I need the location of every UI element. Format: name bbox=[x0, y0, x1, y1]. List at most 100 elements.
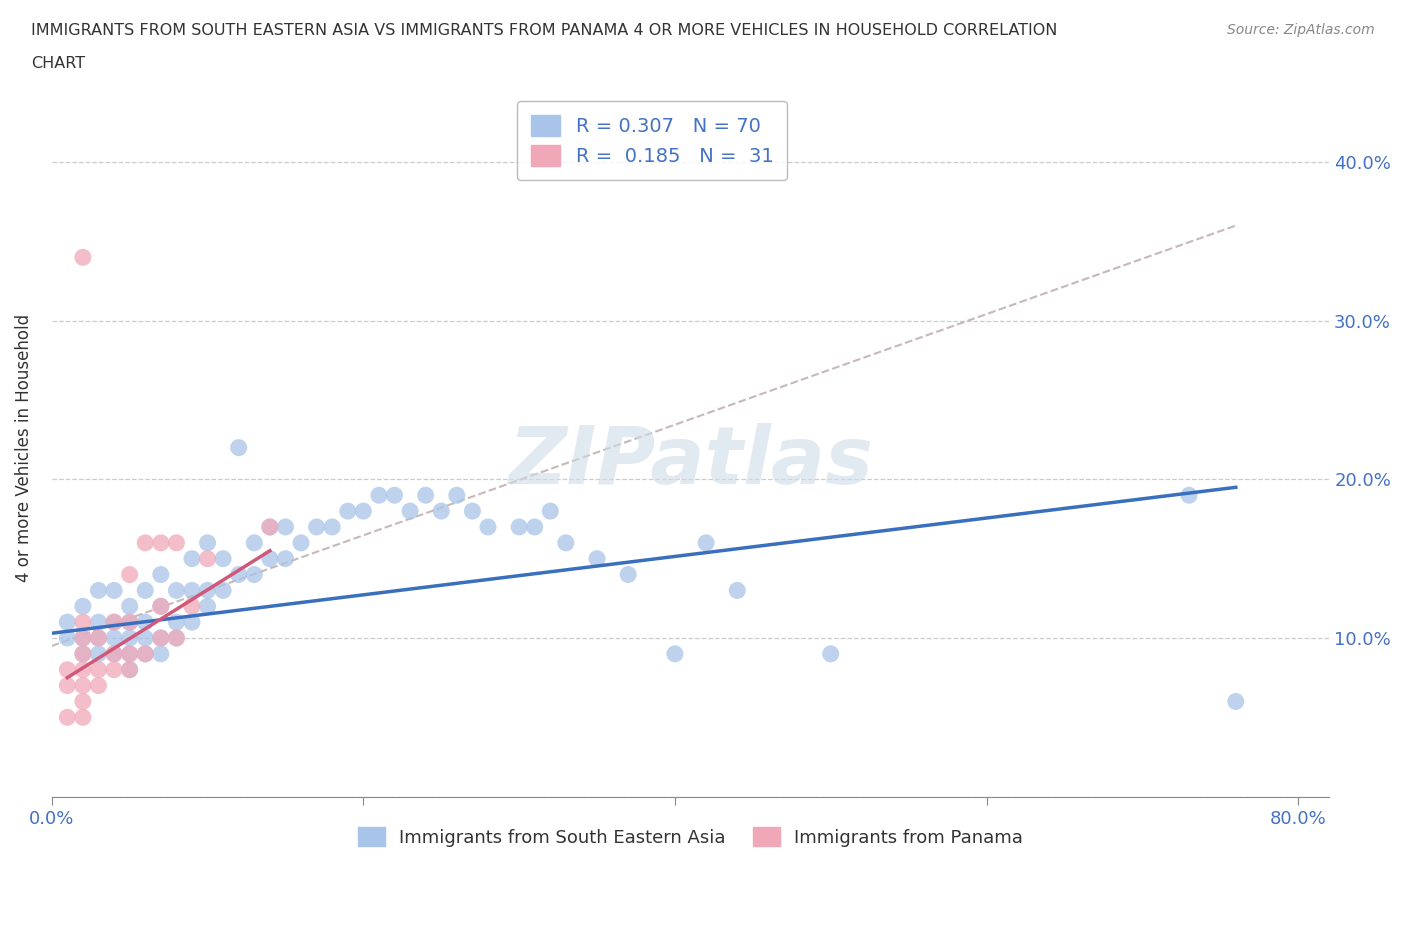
Point bbox=[118, 646, 141, 661]
Point bbox=[259, 520, 281, 535]
Point bbox=[243, 536, 266, 551]
Text: IMMIGRANTS FROM SOUTH EASTERN ASIA VS IMMIGRANTS FROM PANAMA 4 OR MORE VEHICLES : IMMIGRANTS FROM SOUTH EASTERN ASIA VS IM… bbox=[31, 23, 1057, 38]
Point bbox=[415, 488, 437, 503]
Point bbox=[149, 646, 172, 661]
Point bbox=[149, 631, 172, 645]
Point bbox=[149, 631, 172, 645]
Point bbox=[336, 504, 359, 519]
Point bbox=[274, 551, 297, 566]
Point bbox=[181, 551, 204, 566]
Point bbox=[368, 488, 391, 503]
Point bbox=[1178, 488, 1201, 503]
Point bbox=[72, 710, 94, 724]
Point bbox=[118, 599, 141, 614]
Point bbox=[87, 678, 110, 693]
Point bbox=[87, 662, 110, 677]
Point bbox=[118, 631, 141, 645]
Point bbox=[243, 567, 266, 582]
Point bbox=[430, 504, 453, 519]
Point bbox=[165, 631, 187, 645]
Point bbox=[72, 694, 94, 709]
Point bbox=[56, 662, 79, 677]
Point bbox=[118, 615, 141, 630]
Point bbox=[820, 646, 842, 661]
Point bbox=[259, 520, 281, 535]
Text: CHART: CHART bbox=[31, 56, 84, 71]
Point bbox=[165, 583, 187, 598]
Text: ZIPatlas: ZIPatlas bbox=[508, 422, 873, 500]
Legend: Immigrants from South Eastern Asia, Immigrants from Panama: Immigrants from South Eastern Asia, Immi… bbox=[347, 816, 1033, 857]
Point bbox=[228, 440, 250, 455]
Y-axis label: 4 or more Vehicles in Household: 4 or more Vehicles in Household bbox=[15, 313, 32, 582]
Point bbox=[212, 551, 235, 566]
Point bbox=[72, 250, 94, 265]
Point bbox=[695, 536, 717, 551]
Point bbox=[134, 583, 156, 598]
Point bbox=[305, 520, 328, 535]
Point bbox=[134, 646, 156, 661]
Point bbox=[352, 504, 374, 519]
Point bbox=[197, 599, 219, 614]
Point bbox=[725, 583, 748, 598]
Point bbox=[103, 662, 125, 677]
Point bbox=[554, 536, 576, 551]
Point bbox=[181, 583, 204, 598]
Point bbox=[72, 662, 94, 677]
Point bbox=[87, 615, 110, 630]
Point bbox=[134, 631, 156, 645]
Point bbox=[586, 551, 609, 566]
Point bbox=[149, 536, 172, 551]
Point bbox=[197, 551, 219, 566]
Point bbox=[508, 520, 530, 535]
Point bbox=[165, 536, 187, 551]
Point bbox=[384, 488, 406, 503]
Point bbox=[72, 615, 94, 630]
Point bbox=[181, 615, 204, 630]
Point bbox=[87, 631, 110, 645]
Point bbox=[149, 567, 172, 582]
Point bbox=[103, 631, 125, 645]
Point bbox=[165, 615, 187, 630]
Point bbox=[399, 504, 422, 519]
Point bbox=[118, 567, 141, 582]
Point bbox=[197, 583, 219, 598]
Point bbox=[56, 615, 79, 630]
Point bbox=[228, 567, 250, 582]
Point bbox=[72, 646, 94, 661]
Point bbox=[87, 631, 110, 645]
Point bbox=[181, 599, 204, 614]
Point bbox=[56, 631, 79, 645]
Point bbox=[523, 520, 546, 535]
Point bbox=[149, 599, 172, 614]
Point bbox=[103, 615, 125, 630]
Point bbox=[321, 520, 343, 535]
Point bbox=[87, 646, 110, 661]
Point bbox=[72, 678, 94, 693]
Point bbox=[56, 678, 79, 693]
Point bbox=[103, 583, 125, 598]
Point bbox=[103, 646, 125, 661]
Point bbox=[118, 646, 141, 661]
Point bbox=[72, 631, 94, 645]
Point bbox=[118, 662, 141, 677]
Text: Source: ZipAtlas.com: Source: ZipAtlas.com bbox=[1227, 23, 1375, 37]
Point bbox=[538, 504, 561, 519]
Point bbox=[165, 631, 187, 645]
Point bbox=[477, 520, 499, 535]
Point bbox=[664, 646, 686, 661]
Point bbox=[617, 567, 640, 582]
Point bbox=[72, 631, 94, 645]
Point bbox=[197, 536, 219, 551]
Point bbox=[118, 662, 141, 677]
Point bbox=[290, 536, 312, 551]
Point bbox=[149, 599, 172, 614]
Point bbox=[56, 710, 79, 724]
Point bbox=[72, 599, 94, 614]
Point bbox=[103, 615, 125, 630]
Point bbox=[134, 615, 156, 630]
Point bbox=[1225, 694, 1247, 709]
Point bbox=[87, 583, 110, 598]
Point bbox=[212, 583, 235, 598]
Point bbox=[274, 520, 297, 535]
Point bbox=[72, 646, 94, 661]
